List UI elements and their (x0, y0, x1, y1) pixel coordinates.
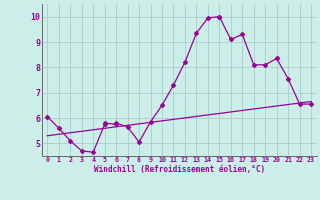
Point (45, 115, 50, 118)
Point (114, 123, 119, 126)
Point (263, 63, 268, 66)
Point (102, 123, 107, 126)
Point (137, 140, 142, 144)
Point (102, 121, 107, 125)
Point (159, 104, 164, 107)
Point (308, 102, 314, 106)
X-axis label: Windchill (Refroidissement éolien,°C): Windchill (Refroidissement éolien,°C) (94, 165, 265, 174)
Point (240, 33, 245, 36)
Point (56, 127, 61, 130)
Point (125, 125, 130, 128)
Point (217, 15, 222, 18)
Point (91, 151, 96, 154)
Point (217, 15, 222, 18)
Point (274, 57, 279, 60)
Point (79, 149, 84, 153)
Point (114, 121, 119, 125)
Point (148, 120, 153, 123)
Point (251, 63, 256, 66)
Point (194, 32, 199, 35)
Point (171, 83, 176, 87)
Point (285, 77, 291, 80)
Point (205, 16, 211, 20)
Point (297, 102, 302, 106)
Point (228, 38, 233, 41)
Point (182, 61, 188, 64)
Point (68, 139, 73, 142)
